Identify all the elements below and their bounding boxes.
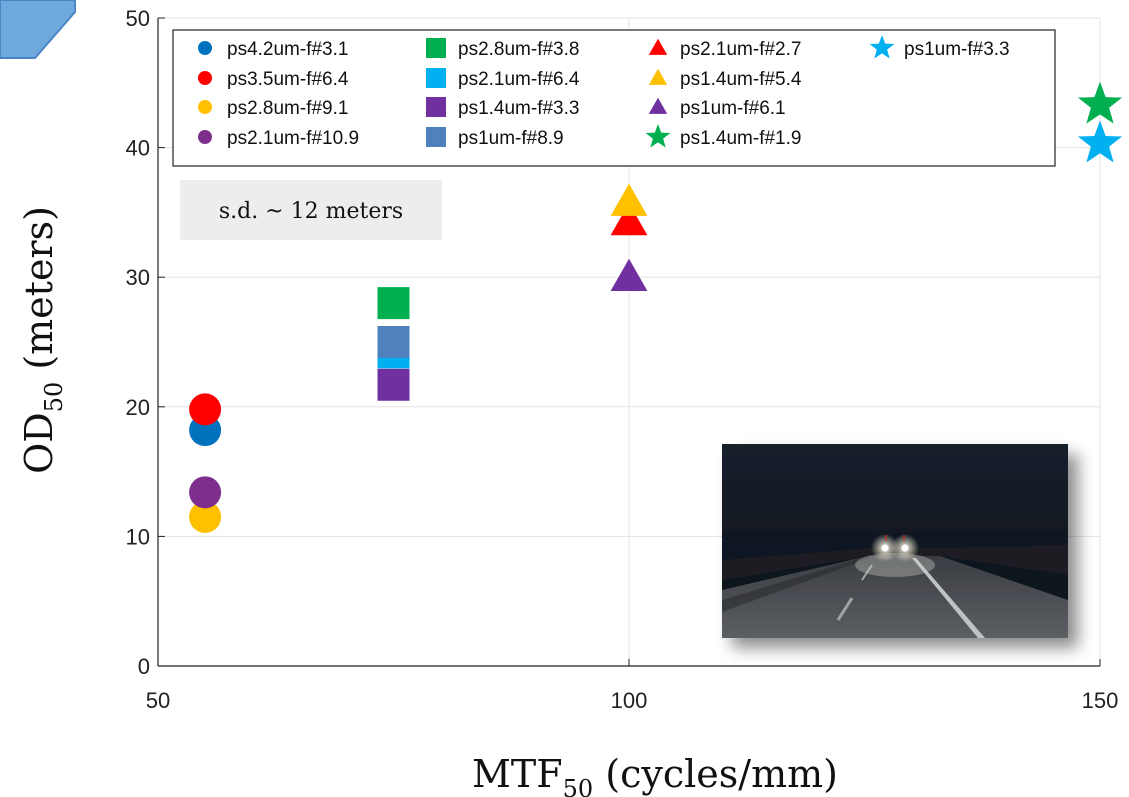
annotation-text: s.d. ~ 12 meters	[219, 199, 403, 224]
axes	[157, 17, 1101, 667]
legend-label: ps1um-f#6.1	[680, 98, 786, 119]
y-axis-title-rest: (meters)	[17, 206, 61, 382]
y-axis-title-sub: 50	[40, 382, 68, 413]
x-tick-labels: 50 100 150	[146, 688, 1119, 713]
x-axis-title-main: MTF	[472, 752, 563, 796]
legend-label: ps1um-f#8.9	[458, 128, 564, 149]
legend-marker-circle	[198, 41, 212, 55]
legend-label: ps2.8um-f#9.1	[227, 98, 348, 119]
legend-label: ps1.4um-f#1.9	[680, 128, 801, 149]
y-axis-title-main: OD	[17, 412, 61, 474]
y-tick-label: 50	[126, 6, 150, 31]
y-tick-label: 10	[126, 524, 150, 549]
legend-label: ps1um-f#3.3	[904, 39, 1010, 60]
legend-marker-circle	[198, 100, 212, 114]
sd-annotation: s.d. ~ 12 meters	[180, 180, 442, 240]
legend-marker-triangle	[648, 97, 668, 114]
legend-label: ps1.4um-f#5.4	[680, 69, 802, 90]
data-point-square	[377, 368, 410, 401]
y-tick-label: 40	[126, 136, 150, 161]
legend-item: ps1.4um-f#1.9	[645, 123, 801, 149]
data-markers	[189, 81, 1123, 533]
legend-label: ps4.2um-f#3.1	[227, 39, 348, 60]
data-point-square	[377, 287, 410, 320]
legend-marker-square	[426, 38, 446, 58]
legend-item: ps2.8um-f#3.8	[426, 38, 579, 60]
legend-marker-triangle	[648, 38, 668, 55]
annotation-box	[180, 180, 442, 240]
legend-marker-square	[426, 68, 446, 88]
legend-label: ps2.1um-f#10.9	[227, 128, 359, 149]
data-point-star	[1077, 120, 1123, 163]
legend-item: ps2.1um-f#6.4	[426, 68, 580, 90]
legend-label: ps2.8um-f#3.8	[458, 39, 579, 60]
x-tick-label: 100	[611, 688, 648, 713]
data-point-star	[1077, 81, 1123, 124]
legend-item: ps1.4um-f#5.4	[648, 68, 802, 90]
legend-item: ps2.1um-f#2.7	[648, 38, 801, 60]
data-point-triangle	[610, 258, 648, 291]
legend-box	[172, 29, 1056, 167]
y-tick-label: 20	[126, 395, 150, 420]
data-point-square	[377, 326, 410, 358]
data-point-circle	[189, 393, 222, 426]
legend-item: ps2.1um-f#10.9	[198, 128, 359, 149]
y-tick-labels: 0 10 20 30 40 50	[126, 6, 150, 679]
legend-marker-triangle	[648, 68, 668, 85]
legend-marker-square	[426, 127, 446, 147]
legend-label: ps2.1um-f#2.7	[680, 39, 801, 60]
y-tick-label: 0	[138, 654, 150, 679]
legend-marker-circle	[198, 71, 212, 85]
legend-item: ps1um-f#3.3	[869, 34, 1010, 60]
inset-night-road-image	[722, 444, 1068, 638]
data-point-triangle	[610, 203, 648, 236]
legend-item: ps1.4um-f#3.3	[426, 97, 579, 119]
legend-marker-square	[426, 97, 446, 117]
x-axis-title-rest: (cycles/mm)	[593, 752, 838, 796]
x-axis-title: MTF50 (cycles/mm)	[472, 752, 838, 797]
legend-item: ps2.8um-f#9.1	[198, 98, 348, 119]
legend-item: ps1um-f#6.1	[648, 97, 786, 119]
arrow-shape-icon	[0, 0, 76, 59]
data-point-triangle	[610, 183, 648, 216]
legend-label: ps2.1um-f#6.4	[458, 69, 580, 90]
legend-marker-circle	[198, 130, 212, 144]
legend-item: ps3.5um-f#6.4	[198, 69, 349, 90]
data-point-circle	[189, 500, 222, 533]
x-tick-label: 150	[1082, 688, 1119, 713]
y-tick-label: 30	[126, 265, 150, 290]
legend-marker-star	[869, 34, 895, 59]
y-axis-title: OD50 (meters)	[17, 206, 68, 474]
legend: ps4.2um-f#3.1 ps3.5um-f#6.4 ps2.8um-f#9.1 p…	[172, 29, 1056, 167]
legend-item: ps4.2um-f#3.1	[198, 39, 348, 60]
x-tick-label: 50	[146, 688, 170, 713]
legend-label: ps3.5um-f#6.4	[227, 69, 349, 90]
legend-item: ps1um-f#8.9	[426, 127, 564, 149]
legend-label: ps1.4um-f#3.3	[458, 98, 579, 119]
data-point-circle	[189, 476, 222, 509]
legend-marker-star	[645, 123, 671, 148]
x-axis-title-sub: 50	[563, 775, 594, 797]
